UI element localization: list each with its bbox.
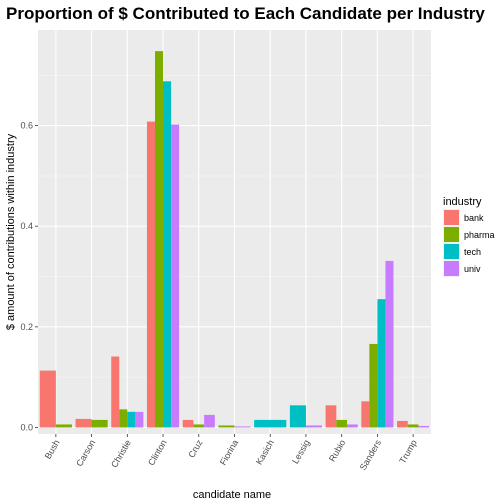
bar-carson-bank	[75, 418, 92, 428]
legend-label-tech: tech	[464, 247, 481, 257]
bar-cruz-bank	[182, 419, 194, 428]
bar-rubio-univ	[347, 424, 358, 428]
bar-sanders-tech	[377, 299, 386, 428]
bar-bush-bank	[39, 370, 56, 428]
y-tick-label: 0.0	[20, 422, 33, 432]
legend: industry bank pharma tech univ	[443, 196, 495, 277]
chart-title: Proportion of $ Contributed to Each Cand…	[6, 4, 485, 23]
bar-clinton-bank	[146, 121, 156, 428]
bar-bush-pharma	[55, 424, 72, 428]
bar-trump-univ	[418, 425, 430, 428]
bar-trump-pharma	[407, 424, 419, 428]
legend-items: bank pharma tech univ	[443, 209, 495, 277]
bar-clinton-pharma	[155, 51, 164, 428]
x-axis-title: candidate name	[193, 489, 271, 501]
bar-sanders-pharma	[369, 343, 378, 428]
legend-swatch-tech	[444, 244, 459, 259]
bar-carson-pharma	[91, 419, 108, 428]
bar-cruz-univ	[204, 414, 215, 428]
bar-christie-tech	[127, 411, 136, 428]
bar-clinton-univ	[171, 124, 180, 428]
bar-sanders-univ	[385, 260, 394, 428]
legend-label-pharma: pharma	[464, 230, 495, 240]
legend-swatch-univ	[444, 261, 459, 276]
bar-clinton-tech	[163, 81, 172, 428]
legend-label-univ: univ	[464, 264, 481, 274]
bar-christie-bank	[111, 356, 120, 428]
y-axis-title: $ amount of contributions within industr…	[5, 133, 17, 330]
bar-trump-bank	[397, 420, 408, 428]
bar-sanders-bank	[361, 401, 370, 428]
bar-kasich-tech	[254, 419, 287, 428]
legend-label-bank: bank	[464, 213, 484, 223]
bar-christie-pharma	[119, 409, 128, 428]
legend-title: industry	[443, 196, 482, 208]
legend-swatch-bank	[444, 210, 459, 225]
y-tick-label: 0.4	[20, 221, 33, 231]
bar-cruz-pharma	[193, 424, 205, 428]
y-tick-label: 0.6	[20, 121, 33, 131]
bars	[39, 51, 430, 428]
bar-fiorina-pharma	[218, 425, 235, 428]
y-tick-label: 0.2	[20, 322, 33, 332]
bar-lessig-univ	[305, 425, 323, 428]
bar-christie-univ	[135, 411, 144, 428]
bar-lessig-tech	[289, 405, 306, 428]
y-axis: 0.0 0.2 0.4 0.6	[20, 121, 38, 432]
bar-rubio-bank	[325, 405, 337, 428]
legend-swatch-pharma	[444, 227, 459, 242]
bar-fiorina-univ	[234, 426, 251, 428]
bar-rubio-pharma	[336, 419, 348, 428]
